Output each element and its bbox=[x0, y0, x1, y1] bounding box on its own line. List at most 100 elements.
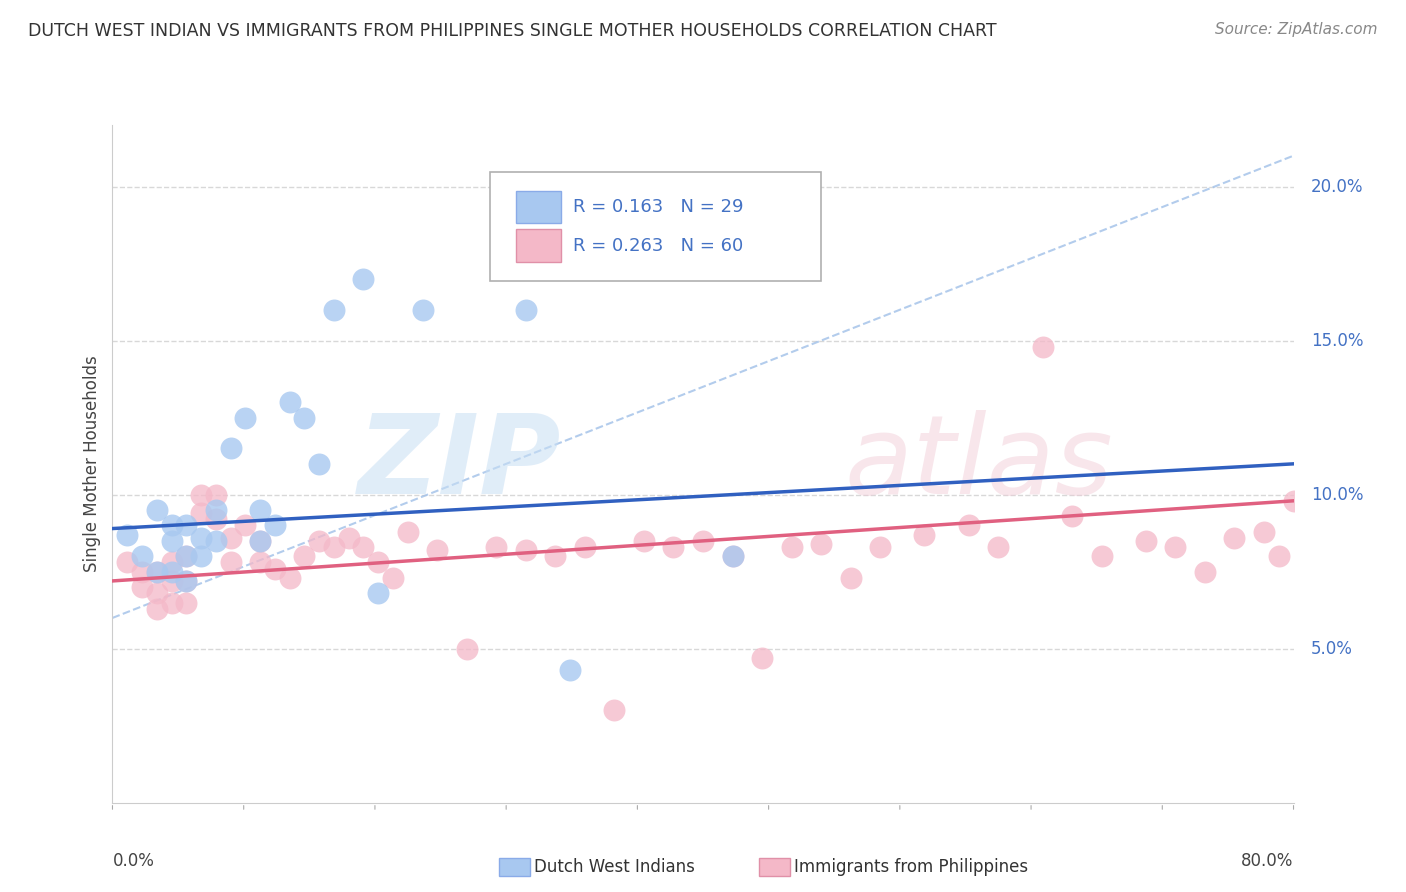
Point bbox=[205, 512, 228, 526]
Point bbox=[117, 527, 138, 541]
Point bbox=[721, 549, 744, 564]
Point bbox=[264, 518, 287, 533]
Point bbox=[160, 565, 183, 579]
Point bbox=[146, 601, 169, 615]
Point bbox=[352, 272, 374, 286]
Point bbox=[308, 533, 330, 548]
FancyBboxPatch shape bbox=[491, 172, 821, 281]
Point bbox=[485, 540, 508, 554]
Point bbox=[249, 556, 271, 570]
Point bbox=[131, 580, 153, 594]
Point bbox=[544, 549, 567, 564]
Point bbox=[249, 503, 271, 517]
Bar bbox=[516, 229, 561, 262]
Point bbox=[914, 527, 936, 541]
Text: 0.0%: 0.0% bbox=[112, 852, 155, 870]
Point bbox=[1164, 540, 1187, 554]
Point bbox=[382, 571, 405, 585]
Point bbox=[160, 595, 183, 609]
Point bbox=[1223, 531, 1246, 545]
Point bbox=[233, 518, 256, 533]
Point bbox=[190, 549, 212, 564]
Point bbox=[1253, 524, 1275, 539]
Point bbox=[515, 302, 537, 317]
Point bbox=[131, 565, 153, 579]
Bar bbox=[516, 191, 561, 223]
Text: Dutch West Indians: Dutch West Indians bbox=[534, 858, 695, 876]
Point bbox=[264, 561, 287, 575]
Point bbox=[352, 540, 374, 554]
Point bbox=[131, 549, 153, 564]
Point bbox=[780, 540, 803, 554]
Point bbox=[205, 533, 228, 548]
Point bbox=[633, 533, 655, 548]
Point bbox=[751, 651, 773, 665]
Point bbox=[515, 543, 537, 558]
Point bbox=[174, 574, 197, 588]
Point bbox=[146, 586, 169, 600]
Point bbox=[174, 595, 197, 609]
Text: 10.0%: 10.0% bbox=[1312, 485, 1364, 504]
Point bbox=[146, 565, 169, 579]
Text: 20.0%: 20.0% bbox=[1312, 178, 1364, 195]
Point bbox=[323, 540, 346, 554]
Point bbox=[190, 531, 212, 545]
Point bbox=[603, 703, 626, 717]
Point bbox=[278, 571, 301, 585]
Point bbox=[337, 531, 360, 545]
Point bbox=[869, 540, 891, 554]
Point bbox=[456, 641, 478, 656]
Text: DUTCH WEST INDIAN VS IMMIGRANTS FROM PHILIPPINES SINGLE MOTHER HOUSEHOLDS CORREL: DUTCH WEST INDIAN VS IMMIGRANTS FROM PHI… bbox=[28, 22, 997, 40]
Point bbox=[219, 556, 242, 570]
Text: Immigrants from Philippines: Immigrants from Philippines bbox=[794, 858, 1029, 876]
Point bbox=[160, 533, 183, 548]
Point bbox=[426, 543, 449, 558]
Point bbox=[219, 531, 242, 545]
Point bbox=[367, 586, 389, 600]
Point bbox=[190, 488, 212, 502]
Point bbox=[292, 410, 315, 425]
Text: 80.0%: 80.0% bbox=[1241, 852, 1294, 870]
Text: 5.0%: 5.0% bbox=[1312, 640, 1353, 657]
Point bbox=[117, 556, 138, 570]
Point bbox=[190, 506, 212, 520]
Point bbox=[987, 540, 1010, 554]
Point bbox=[810, 537, 832, 551]
Point bbox=[957, 518, 980, 533]
Point bbox=[205, 488, 228, 502]
Point bbox=[721, 549, 744, 564]
Point bbox=[160, 518, 183, 533]
Point bbox=[1282, 493, 1305, 508]
Point bbox=[219, 442, 242, 456]
Point bbox=[160, 556, 183, 570]
Point bbox=[367, 556, 389, 570]
Text: R = 0.163   N = 29: R = 0.163 N = 29 bbox=[574, 198, 744, 216]
Text: Source: ZipAtlas.com: Source: ZipAtlas.com bbox=[1215, 22, 1378, 37]
Point bbox=[1268, 549, 1291, 564]
Text: atlas: atlas bbox=[845, 410, 1114, 517]
Point bbox=[278, 395, 301, 409]
Point bbox=[249, 533, 271, 548]
Point bbox=[574, 540, 596, 554]
Point bbox=[1062, 509, 1084, 524]
Point bbox=[174, 549, 197, 564]
Point bbox=[146, 503, 169, 517]
Point bbox=[292, 549, 315, 564]
Y-axis label: Single Mother Households: Single Mother Households bbox=[83, 356, 101, 572]
Point bbox=[558, 663, 582, 677]
Point bbox=[692, 533, 714, 548]
Point bbox=[411, 302, 433, 317]
Point bbox=[174, 518, 197, 533]
Point bbox=[662, 540, 685, 554]
Text: 15.0%: 15.0% bbox=[1312, 332, 1364, 350]
Point bbox=[205, 503, 228, 517]
Point bbox=[146, 565, 169, 579]
Point bbox=[396, 524, 419, 539]
Point bbox=[174, 574, 197, 588]
Point bbox=[839, 571, 862, 585]
Point bbox=[323, 302, 346, 317]
Point bbox=[1135, 533, 1157, 548]
Point bbox=[174, 549, 197, 564]
Point bbox=[1032, 340, 1054, 354]
Point bbox=[249, 533, 271, 548]
